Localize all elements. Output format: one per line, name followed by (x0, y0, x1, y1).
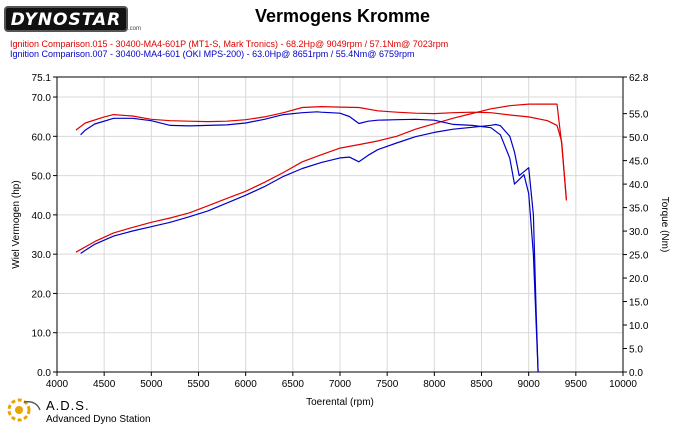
y-tick-label: 60.0 (32, 132, 52, 143)
y-axis-label: Wiel Vermogen (hp) (11, 180, 22, 268)
y2-tick-label: 50.0 (629, 133, 649, 144)
x-tick-label: 9000 (518, 379, 541, 390)
dynostar-logo: DYNOSTAR (4, 6, 128, 32)
y-tick-label: 50.0 (32, 172, 52, 183)
y2-tick-label: 20.0 (629, 274, 649, 285)
x-tick-label: 4500 (93, 379, 116, 390)
y2-tick-label: 25.0 (629, 251, 649, 262)
x-tick-label: 10000 (609, 379, 637, 390)
logo-subtext: .com (128, 26, 142, 32)
footer-subtitle: Advanced Dyno Station (46, 414, 151, 425)
x-axis-label: Toerental (rpm) (306, 397, 374, 408)
y2-tick-label: 40.0 (629, 180, 649, 191)
logo-text: DYNOSTAR (10, 10, 122, 30)
y2-tick-label: 15.0 (629, 298, 649, 309)
ads-logo-icon (7, 398, 41, 422)
y-tick-label: 40.0 (32, 211, 52, 222)
legend-blue-series: Ignition Comparison.007 - 30400-MA4-601 … (10, 49, 415, 59)
y2-tick-label: 45.0 (629, 157, 649, 168)
x-tick-label: 8000 (423, 379, 446, 390)
y-tick-label: 20.0 (32, 289, 52, 300)
y2-axis-label: Torque (Nm) (659, 197, 670, 253)
y-tick-label: 0.0 (37, 368, 51, 379)
y2-tick-label: 0.0 (629, 368, 643, 379)
x-tick-label: 6000 (235, 379, 258, 390)
y-tick-label: 10.0 (32, 329, 52, 340)
x-tick-label: 5000 (140, 379, 163, 390)
series-line-torque-red (75, 105, 567, 201)
chart-title: Vermogens Kromme (254, 6, 431, 26)
x-tick-label: 8500 (470, 379, 493, 390)
legend-red-series: Ignition Comparison.015 - 30400-MA4-601P… (10, 39, 449, 49)
y2-tick-label: 35.0 (629, 204, 649, 215)
x-tick-label: 7500 (376, 379, 399, 390)
y2-tick-label: 5.0 (629, 345, 643, 356)
x-tick-label: 9500 (565, 379, 588, 390)
series-line-power-blue (80, 123, 539, 373)
y2-tick-label: 55.0 (629, 110, 649, 121)
y2-tick-label: 10.0 (629, 321, 649, 332)
x-tick-label: 4000 (46, 379, 69, 390)
x-tick-label: 5500 (187, 379, 210, 390)
x-tick-label: 7000 (329, 379, 352, 390)
x-tick-label: 6500 (282, 379, 305, 390)
y-tick-label: 30.0 (32, 250, 52, 261)
y-tick-label: 75.1 (32, 73, 52, 84)
y-tick-label: 70.0 (32, 93, 52, 104)
y2-tick-label: 62.8 (629, 73, 649, 84)
footer-brand: A.D.S. (46, 398, 90, 413)
series-line-power-red (75, 103, 567, 253)
series-line-torque-blue (80, 111, 539, 373)
y2-tick-label: 30.0 (629, 227, 649, 238)
